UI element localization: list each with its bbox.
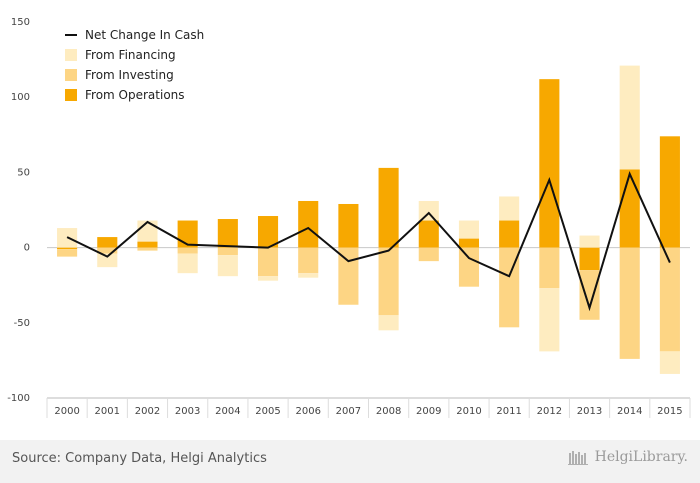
bar-from-financing-2010 bbox=[458, 220, 480, 239]
x-tick-label: 2011 bbox=[496, 406, 521, 417]
bar-from-financing-2001 bbox=[97, 253, 118, 268]
x-tick-label: 2007 bbox=[336, 406, 361, 417]
y-tick-label: 150 bbox=[11, 17, 30, 28]
bar-from-operations-2015 bbox=[659, 136, 680, 248]
y-tick-label: 50 bbox=[17, 167, 30, 178]
bar-from-operations-2008 bbox=[378, 167, 399, 248]
bar-from-operations-2012 bbox=[539, 79, 560, 248]
bar-from-financing-2006 bbox=[298, 273, 319, 278]
bar-from-financing-2014 bbox=[619, 65, 640, 170]
legend-label: From Investing bbox=[85, 68, 174, 82]
x-axis-labels: 2000 2001 2002 2003 2004 2005 2006 2007 2008 2009… bbox=[54, 406, 682, 417]
bar-from-operations-2006 bbox=[298, 200, 319, 248]
bar-from-investing-2014 bbox=[619, 247, 640, 359]
bar-from-financing-2015 bbox=[659, 351, 680, 374]
bar-from-financing-2002 bbox=[137, 220, 158, 242]
y-tick-label: 0 bbox=[24, 243, 30, 254]
bar-from-financing-2009 bbox=[418, 200, 439, 221]
y-tick-label: -50 bbox=[14, 318, 30, 329]
bar-from-investing-2003 bbox=[177, 247, 198, 254]
bar-from-investing-2007 bbox=[338, 247, 359, 305]
bar-from-operations-2009 bbox=[418, 220, 439, 248]
x-tick-label: 2000 bbox=[54, 406, 79, 417]
bar-from-financing-2012 bbox=[539, 288, 560, 352]
chart-line-layer bbox=[66, 171, 671, 312]
y-tick-label: -100 bbox=[7, 393, 30, 404]
bar-from-investing-2012 bbox=[539, 247, 560, 289]
chart: 2000 2001 2002 2003 2004 2005 2006 2007 2008 2009… bbox=[7, 17, 691, 418]
bar-from-operations-2000 bbox=[57, 247, 78, 250]
bar-from-operations-2013 bbox=[579, 247, 600, 271]
bar-from-investing-2009 bbox=[418, 247, 439, 262]
x-tick-label: 2008 bbox=[376, 406, 401, 417]
bar-from-operations-2014 bbox=[619, 169, 640, 248]
bar-from-investing-2006 bbox=[298, 247, 319, 274]
x-tick-label: 2014 bbox=[617, 406, 642, 417]
bar-from-investing-2011 bbox=[499, 247, 520, 328]
logo: HelgiLibrary. bbox=[567, 449, 688, 465]
bar-from-investing-2015 bbox=[659, 247, 680, 352]
legend-label: Net Change In Cash bbox=[85, 28, 204, 42]
legend-swatch bbox=[65, 49, 77, 61]
logo-text: HelgiLibrary. bbox=[594, 449, 688, 465]
bar-from-investing-2000 bbox=[57, 249, 78, 257]
bar-from-investing-2002 bbox=[137, 247, 158, 251]
bar-from-investing-2010 bbox=[458, 247, 480, 287]
bar-from-operations-2011 bbox=[499, 220, 520, 248]
bar-from-operations-2005 bbox=[257, 216, 279, 248]
bar-from-operations-2004 bbox=[217, 219, 238, 248]
bar-from-investing-2008 bbox=[378, 247, 399, 316]
x-tick-label: 2009 bbox=[416, 406, 441, 417]
bar-from-operations-2002 bbox=[137, 241, 158, 248]
bar-from-financing-2011 bbox=[499, 196, 520, 221]
legend-label: From Operations bbox=[85, 88, 185, 102]
x-tick-label: 2005 bbox=[255, 406, 280, 417]
bar-from-operations-2010 bbox=[458, 238, 480, 248]
bar-from-operations-2007 bbox=[338, 203, 359, 248]
bar-from-financing-2008 bbox=[378, 315, 399, 331]
chart-bars bbox=[57, 65, 680, 374]
net-change-line bbox=[66, 171, 671, 312]
footer: Source: Company Data, Helgi Analytics He… bbox=[0, 440, 700, 483]
y-tick-label: 100 bbox=[11, 92, 30, 103]
bar-from-financing-2013 bbox=[579, 235, 600, 248]
bar-from-operations-2001 bbox=[97, 237, 118, 248]
x-tick-label: 2013 bbox=[577, 406, 602, 417]
x-tick-label: 2015 bbox=[657, 406, 682, 417]
legend-swatch bbox=[65, 69, 77, 81]
x-tick-label: 2002 bbox=[135, 406, 160, 417]
x-tick-label: 2003 bbox=[175, 406, 200, 417]
bar-from-financing-2004 bbox=[217, 255, 238, 277]
legend-swatch bbox=[65, 89, 77, 101]
legend-label: From Financing bbox=[85, 48, 176, 62]
x-tick-label: 2001 bbox=[95, 406, 120, 417]
bar-from-investing-2005 bbox=[257, 247, 279, 277]
bar-from-financing-2005 bbox=[257, 276, 279, 281]
bar-from-financing-2003 bbox=[177, 253, 198, 274]
x-tick-label: 2010 bbox=[456, 406, 481, 417]
library-books-icon bbox=[567, 451, 588, 465]
x-tick-label: 2004 bbox=[215, 406, 240, 417]
bar-from-investing-2013 bbox=[579, 270, 600, 320]
bar-from-investing-2004 bbox=[217, 247, 238, 256]
source-text: Source: Company Data, Helgi Analytics bbox=[12, 451, 267, 466]
bar-from-investing-2001 bbox=[97, 247, 118, 254]
chart-legend: Net Change In Cash From Financing From Inv… bbox=[65, 28, 204, 102]
y-axis-labels: -100 -50 0 50 100 150 bbox=[7, 17, 30, 404]
x-tick-label: 2006 bbox=[295, 406, 320, 417]
x-tick-label: 2012 bbox=[537, 406, 562, 417]
